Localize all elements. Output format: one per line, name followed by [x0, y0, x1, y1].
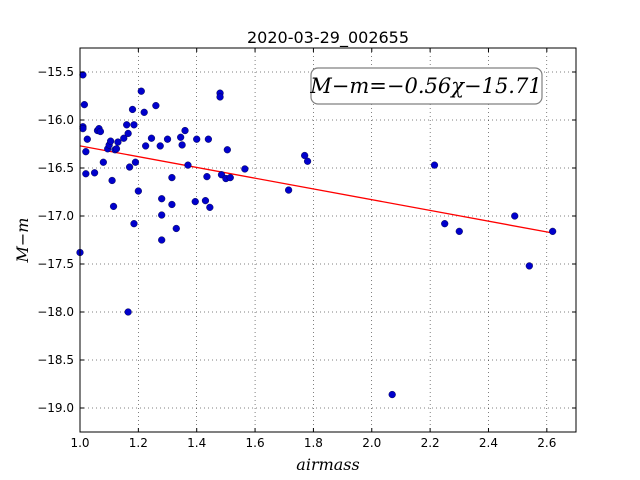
- data-point: [430, 161, 439, 169]
- data-point: [80, 101, 88, 109]
- data-point: [82, 170, 90, 178]
- y-tick-label: −19.0: [37, 401, 74, 415]
- data-point: [130, 220, 138, 228]
- data-points: [76, 71, 557, 399]
- fit-line: [79, 145, 553, 234]
- fit-line-group: [79, 145, 553, 234]
- data-point: [168, 174, 176, 182]
- data-point: [147, 134, 156, 142]
- data-point: [216, 93, 224, 101]
- data-point: [168, 200, 176, 209]
- x-tick-label: 1.4: [187, 436, 206, 450]
- data-point: [123, 121, 131, 129]
- data-point: [128, 105, 137, 114]
- x-tick-label: 1.6: [246, 436, 265, 450]
- data-point: [109, 202, 118, 211]
- annotation-frame: [310, 67, 543, 105]
- x-tick-label: 2.2: [421, 436, 440, 450]
- data-point: [163, 135, 172, 143]
- data-point: [223, 146, 231, 154]
- data-point: [206, 203, 214, 211]
- data-point: [191, 198, 199, 206]
- data-point: [172, 224, 180, 233]
- data-point: [156, 142, 164, 150]
- data-point: [158, 195, 166, 203]
- data-point: [301, 151, 309, 160]
- data-point: [441, 220, 449, 228]
- y-tick-label: −17.5: [37, 257, 74, 271]
- data-point: [107, 137, 115, 145]
- data-point: [158, 236, 166, 244]
- data-point: [83, 135, 91, 143]
- data-point: [226, 174, 234, 182]
- data-point: [96, 127, 105, 136]
- data-point: [177, 133, 185, 141]
- data-point: [137, 87, 145, 95]
- data-point: [134, 187, 142, 195]
- y-axis-label: M−m: [13, 218, 32, 264]
- data-point: [388, 390, 396, 399]
- fit-annotation-box: M−m=−0.56χ−15.71: [309, 67, 543, 105]
- x-tick-label: 2.6: [537, 436, 556, 450]
- data-point: [511, 212, 519, 220]
- y-tick-label: −15.5: [37, 65, 74, 79]
- data-point: [152, 101, 160, 110]
- x-axis-label: airmass: [296, 455, 359, 474]
- data-point: [79, 125, 87, 133]
- data-point: [455, 227, 463, 235]
- x-tick-label: 2.4: [479, 436, 498, 450]
- data-point: [82, 148, 90, 156]
- data-point: [178, 141, 186, 149]
- data-point: [184, 161, 192, 169]
- y-tick-label: −18.0: [37, 305, 74, 319]
- data-point: [181, 126, 189, 135]
- data-point: [193, 135, 201, 143]
- data-point: [90, 169, 99, 177]
- chart-title: 2020-03-29_002655: [247, 28, 409, 48]
- data-point: [140, 108, 148, 116]
- data-point: [108, 176, 116, 185]
- data-point: [241, 165, 249, 173]
- axis-ticks: 1.0 1.2 1.4 1.6 1.8 2.0 2.2 2.4 2.6 −15.5 −16.0 −16…: [37, 48, 576, 450]
- y-tick-label: −18.5: [37, 353, 74, 367]
- x-tick-label: 1.0: [70, 436, 89, 450]
- data-point: [204, 135, 212, 143]
- data-point: [120, 134, 128, 142]
- y-tick-label: −16.0: [37, 113, 74, 127]
- x-tick-label: 1.8: [304, 436, 323, 450]
- data-point: [549, 227, 557, 235]
- data-point: [130, 121, 138, 129]
- y-tick-label: −16.5: [37, 161, 74, 175]
- annotation-text: M−m=−0.56χ−15.71: [309, 74, 541, 98]
- data-point: [303, 157, 312, 165]
- data-point: [285, 186, 293, 194]
- x-tick-label: 1.2: [129, 436, 148, 450]
- data-point: [142, 142, 150, 150]
- data-point: [126, 163, 134, 171]
- plot-area-frame: [79, 47, 577, 433]
- data-point: [201, 197, 210, 205]
- data-point: [158, 211, 166, 219]
- data-point: [99, 158, 107, 166]
- data-point: [114, 138, 122, 146]
- data-point: [124, 129, 132, 138]
- y-tick-label: −17.0: [37, 209, 74, 223]
- data-point: [131, 158, 140, 166]
- data-point: [124, 308, 132, 316]
- data-point: [112, 145, 121, 153]
- x-tick-label: 2.0: [362, 436, 381, 450]
- data-point: [525, 262, 533, 270]
- data-point: [203, 173, 211, 181]
